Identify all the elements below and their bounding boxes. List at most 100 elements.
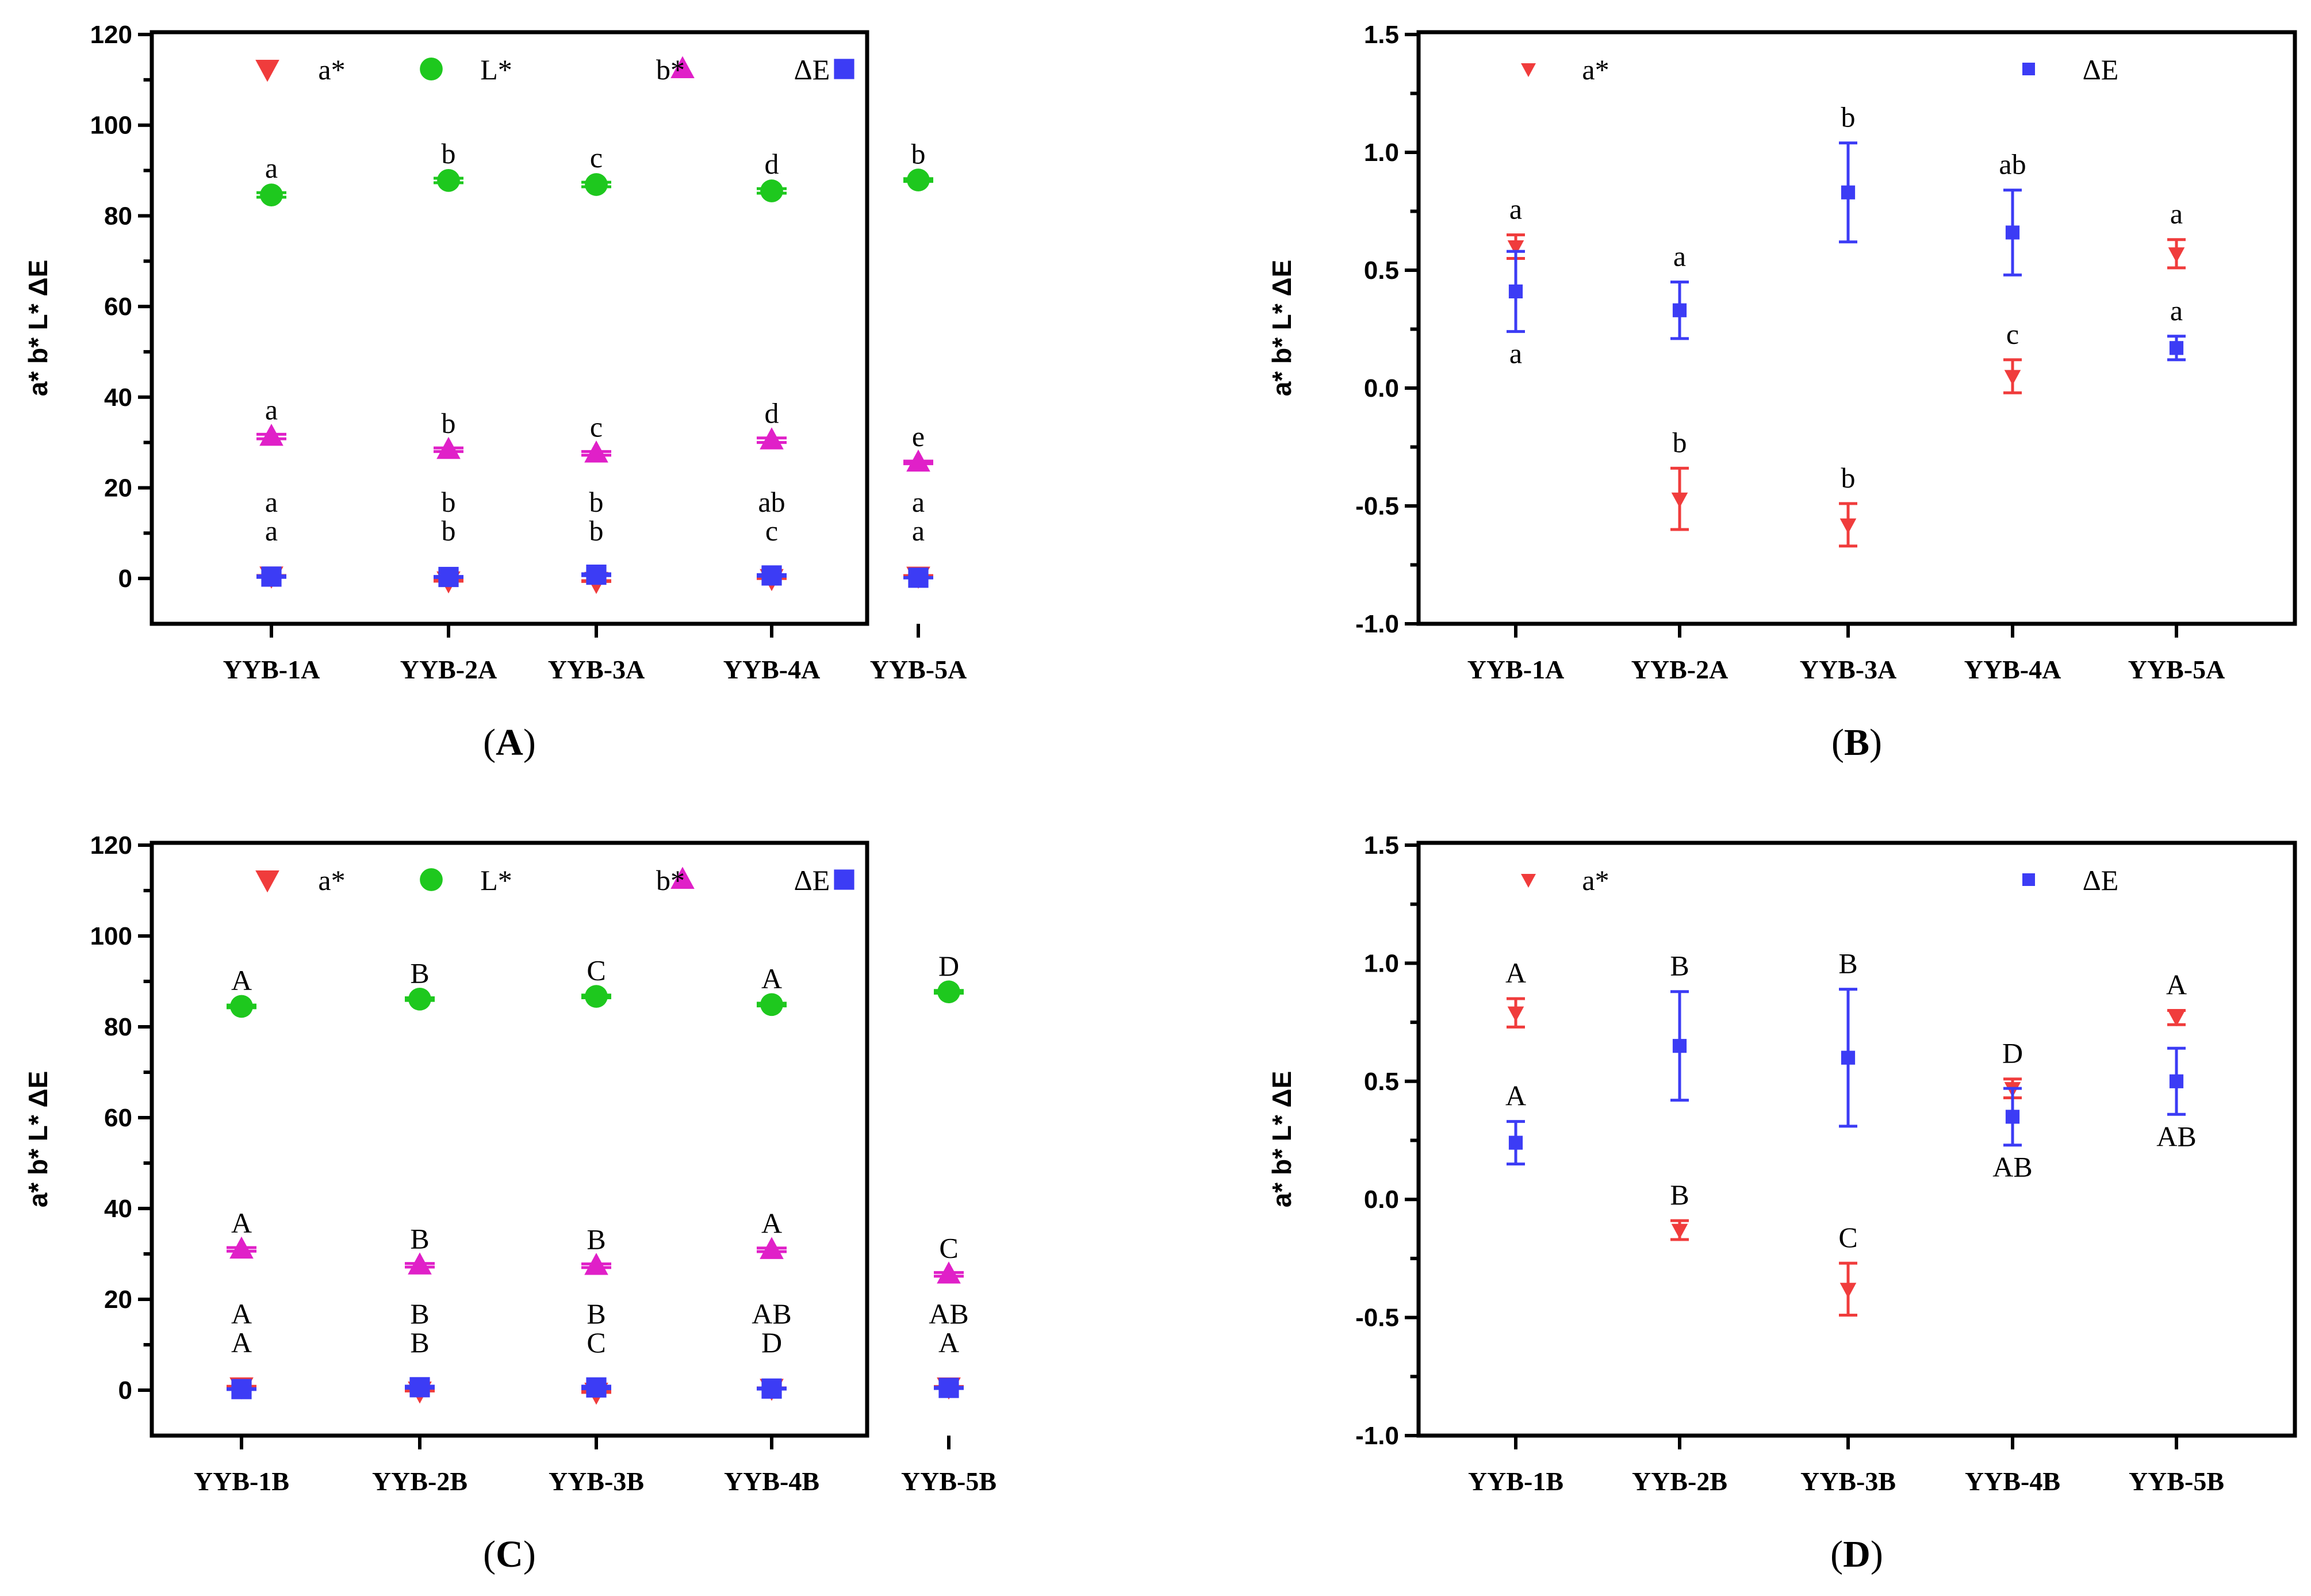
x-tick-label: YYB-3B: [1800, 1467, 1896, 1496]
significance-letter: A: [1505, 1080, 1526, 1112]
significance-letter: B: [410, 1298, 429, 1330]
data-point: [1672, 1039, 1687, 1053]
significance-letter: d: [765, 148, 779, 180]
significance-letter: c: [765, 515, 778, 547]
data-point: [260, 183, 283, 206]
y-tick-label: 40: [104, 383, 132, 412]
significance-letter: b: [442, 486, 456, 518]
y-tick-label: 20: [104, 1286, 132, 1314]
significance-letter: b: [1673, 426, 1687, 458]
x-tick-label: YYB-2B: [1632, 1467, 1727, 1496]
significance-letter: B: [587, 1223, 605, 1255]
significance-letter: b: [442, 515, 456, 547]
panel-label-open: (: [483, 1533, 496, 1575]
y-tick-label: 40: [104, 1195, 132, 1223]
panel-label-close: ): [1869, 722, 1882, 764]
panel-label: (D): [1830, 1533, 1883, 1575]
significance-letter: a: [1509, 337, 1522, 370]
significance-letter: b: [589, 515, 604, 547]
data-point: [937, 980, 960, 1004]
significance-letter: ab: [758, 486, 785, 518]
data-point: [584, 1253, 608, 1275]
plot-frame: [150, 841, 869, 1438]
data-point: [760, 993, 783, 1016]
significance-letter: d: [765, 397, 779, 429]
data-point: [1841, 1050, 1856, 1065]
x-tick-label: YYB-1A: [1467, 655, 1565, 684]
panel-label: (C): [483, 1533, 536, 1575]
significance-letter: b: [442, 407, 456, 439]
data-point: [409, 1377, 430, 1398]
chart-panel-C: 0 20 40 60 80 100 120 a* b* L* ΔE YYB-1B YYB-2B YY…: [23, 831, 997, 1575]
legend-label: a*: [1582, 864, 1609, 896]
significance-letter: D: [2002, 1037, 2023, 1069]
data-point: [2169, 1074, 2184, 1088]
significance-letter: b: [1841, 462, 1856, 494]
significance-letter: A: [231, 964, 252, 996]
panel-label-close: ): [1871, 1533, 1883, 1575]
x-tick-label: YYB-3B: [549, 1467, 644, 1496]
data-point: [408, 987, 431, 1011]
data-point: [1508, 1135, 1523, 1150]
y-tick-label: 0.0: [1364, 1186, 1399, 1214]
y-axis-label: a* b* L* ΔE: [23, 260, 53, 397]
significance-letter: a: [912, 515, 925, 547]
chart-panel-A: 0 20 40 60 80 100 120 a* b* L* ΔE YYB-1A YYB-2A YY…: [23, 21, 967, 764]
significance-letter: AB: [2156, 1120, 2196, 1152]
legend-label: L*: [480, 53, 512, 86]
data-point: [2169, 341, 2184, 355]
significance-letter: c: [590, 410, 603, 443]
x-tick-label: YYB-5B: [901, 1467, 997, 1496]
x-tick-label: YYB-4B: [724, 1467, 819, 1496]
data-point: [761, 565, 782, 586]
data-point: [261, 566, 282, 587]
significance-letter: a: [912, 486, 925, 518]
y-tick-label: 1.0: [1364, 139, 1399, 167]
significance-letter: a: [265, 486, 278, 518]
significance-letter: B: [1838, 947, 1857, 980]
significance-letter: B: [1670, 950, 1689, 982]
data-point: [1671, 492, 1688, 508]
data-point: [1507, 240, 1524, 256]
significance-letter: C: [587, 1326, 605, 1359]
data-point: [438, 566, 459, 588]
panel-label: (A): [483, 722, 536, 764]
significance-letter: A: [761, 1207, 782, 1240]
y-axis-label: a* b* L* ΔE: [1267, 260, 1297, 397]
y-tick-label: 1.0: [1364, 949, 1399, 977]
significance-letter: D: [938, 950, 959, 982]
x-tick-label: YYB-4B: [1965, 1467, 2060, 1496]
y-tick-label: -0.5: [1355, 492, 1399, 520]
legend-marker: [255, 60, 279, 82]
panel-label-close: ): [523, 722, 536, 764]
panel-label-letter: A: [496, 722, 523, 764]
significance-letter: A: [761, 962, 782, 995]
significance-letter: a: [1509, 193, 1522, 225]
data-point: [760, 427, 784, 450]
y-tick-label: 120: [90, 21, 132, 49]
data-point: [1839, 518, 1857, 534]
y-tick-label: 60: [104, 1104, 132, 1132]
significance-letter: a: [2170, 294, 2183, 327]
y-tick-label: 80: [104, 1013, 132, 1041]
panel-label-letter: C: [496, 1533, 523, 1575]
panel-label: (B): [1831, 722, 1882, 764]
data-point: [230, 995, 253, 1018]
data-point: [1507, 1006, 1524, 1022]
y-tick-label: 0.0: [1364, 374, 1399, 402]
x-tick-label: YYB-2B: [372, 1467, 467, 1496]
y-tick-label: 80: [104, 202, 132, 230]
significance-letter: AB: [929, 1298, 968, 1330]
significance-letter: b: [442, 137, 456, 170]
x-tick-label: YYB-3A: [548, 655, 645, 684]
y-axis-label: a* b* L* ΔE: [23, 1071, 53, 1208]
significance-letter: a: [2170, 198, 2183, 230]
x-tick-label: YYB-1B: [1468, 1467, 1563, 1496]
significance-letter: A: [1505, 957, 1526, 989]
data-point: [1671, 1223, 1688, 1240]
y-tick-label: 100: [90, 112, 132, 140]
data-point: [906, 449, 930, 472]
significance-letter: a: [265, 393, 278, 425]
significance-letter: a: [265, 152, 278, 184]
